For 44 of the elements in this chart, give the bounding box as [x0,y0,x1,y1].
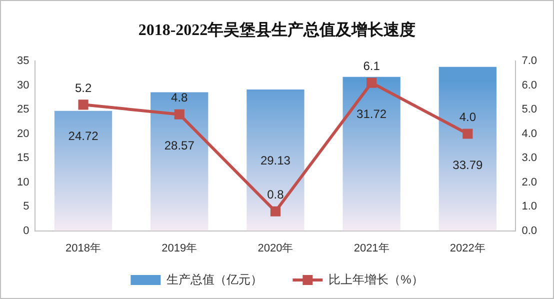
x-tick-label: 2019年 [162,242,198,254]
y2-tick-label: 7.0 [522,55,538,68]
y2-tick-label: 1.0 [522,200,538,213]
y-tick-label: 15 [16,152,30,164]
y2-tick-label: 4.0 [522,128,538,140]
point [270,206,281,216]
bar [342,76,400,231]
data-label: 28.57 [164,138,195,153]
x-tick-label: 2021年 [354,242,390,254]
x-tick-label: 2018年 [66,242,102,254]
point [462,128,473,139]
data-label: 5.2 [74,80,92,95]
data-label: 0.8 [267,188,284,202]
data-label: 31.72 [356,107,387,122]
data-label: 29.13 [260,154,291,168]
y-tick-label: 30 [16,79,30,92]
data-label: 6.1 [363,59,380,74]
y2-tick-label: 3.0 [522,152,538,164]
bar [150,92,208,231]
x-tick-label: 2022年 [450,242,486,254]
y2-tick-label: 2.0 [522,176,538,188]
legend-label: 生产总值（亿元） [166,272,263,286]
y-tick-label: 35 [16,55,30,68]
y-tick-label: 20 [16,128,30,140]
bar [54,110,112,231]
y2-tick-label: 0.0 [522,224,538,237]
y2-tick-label: 6.0 [522,79,538,92]
bar [246,89,304,231]
point [366,78,377,88]
chart-title: 2018-2022年吴堡县生产总值及增长速度 [138,20,416,40]
legend-label: 比上年增长（%） [328,272,424,286]
x-tick-label: 2020年 [258,242,294,254]
data-label: 33.79 [452,158,483,172]
y-tick-label: 25 [16,104,30,116]
y-tick-label: 5 [23,200,30,213]
bar [438,66,496,231]
point [174,109,184,120]
y-tick-label: 10 [16,176,30,188]
y-tick-label: 0 [23,224,30,237]
y2-tick-label: 5.0 [522,104,538,116]
data-label: 4.8 [171,90,188,105]
data-label: 24.72 [68,128,99,143]
data-label: 4.0 [459,110,476,124]
point [78,100,88,110]
